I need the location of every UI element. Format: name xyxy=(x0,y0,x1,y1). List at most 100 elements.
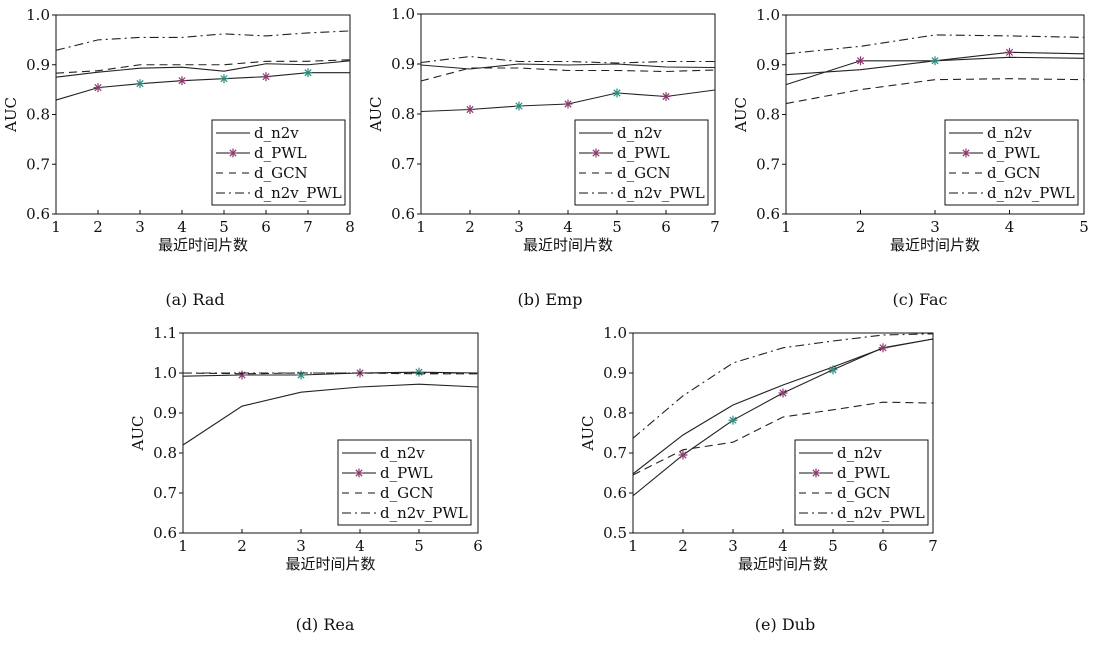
legend-box xyxy=(944,119,1079,206)
star-marker xyxy=(228,148,238,158)
x-tick-label: 5 xyxy=(414,537,424,555)
star-marker xyxy=(828,365,838,375)
star-marker xyxy=(811,468,821,478)
x-tick-label: 1 xyxy=(416,218,426,236)
y-axis-label: AUC xyxy=(579,416,597,452)
y-tick-label: 1.0 xyxy=(153,364,177,382)
y-tick-label: 0.9 xyxy=(603,364,627,382)
legend: d_n2v d_PWL d_GCN d_n2v_PWL xyxy=(574,119,709,206)
x-tick-label: 5 xyxy=(828,537,838,555)
star-marker xyxy=(93,83,103,93)
x-axis-label: 最近时间片数 xyxy=(890,236,980,254)
star-marker xyxy=(778,388,788,398)
x-tick-label: 4 xyxy=(177,218,187,236)
x-tick-label: 7 xyxy=(710,218,720,236)
x-tick-label: 3 xyxy=(930,218,940,236)
x-tick-label: 2 xyxy=(465,218,475,236)
x-tick-label: 1 xyxy=(178,537,188,555)
star-marker xyxy=(303,68,313,78)
subplot-caption: (b) Emp xyxy=(518,290,583,309)
y-tick-label: 0.8 xyxy=(26,106,50,124)
x-tick-label: 7 xyxy=(303,218,313,236)
series-line-d_n2v_PWL xyxy=(785,34,1085,55)
legend: d_n2v d_PWL d_GCN d_n2v_PWL xyxy=(794,439,929,526)
x-tick-label: 4 xyxy=(355,537,365,555)
x-tick-label: 6 xyxy=(661,218,671,236)
subplot-5: 0.5 0.6 0.7 0.8 0.9 1.0 1 2 3 4 5 6 7 最近时间片数 AUC d_n2vd… xyxy=(579,324,938,634)
subplot-caption: (c) Fac xyxy=(892,290,947,309)
y-tick-label: 1.0 xyxy=(391,5,415,23)
y-tick-label: 0.6 xyxy=(26,205,50,223)
legend-label: d_n2v xyxy=(837,444,882,462)
x-tick-label: 3 xyxy=(728,537,738,555)
y-tick-label: 0.7 xyxy=(603,444,627,462)
y-tick-label: 0.6 xyxy=(756,205,780,223)
subplot-3: 0.6 0.7 0.8 0.9 1.0 1 2 3 4 5 最近时间片数 AUC d_n2v d_PWLd… xyxy=(732,6,1089,309)
subplot-2: 0.6 0.7 0.8 0.9 1.0 1 2 3 4 5 6 7 最近时间片数 AUC d_n2v d_PW… xyxy=(367,5,720,309)
legend-label: d_n2v xyxy=(380,444,425,462)
legend-box xyxy=(211,119,346,206)
y-tick-label: 0.9 xyxy=(391,55,415,73)
series-line-d_PWL xyxy=(182,371,479,377)
x-tick-label: 6 xyxy=(261,218,271,236)
star-marker xyxy=(465,105,475,114)
subplot-caption: (e) Dub xyxy=(755,615,815,634)
star-marker xyxy=(296,370,306,380)
x-tick-label: 7 xyxy=(928,537,938,555)
y-axis-label: AUC xyxy=(129,416,147,452)
y-tick-label: 0.9 xyxy=(756,56,780,74)
legend-label: d_GCN xyxy=(617,164,671,182)
subplot-1: 0.6 0.7 0.8 0.9 1.0 1 2 3 4 5 6 7 8 最近时间片数 AUC d_n2v d_P… xyxy=(2,6,355,309)
x-tick-label: 5 xyxy=(612,218,622,236)
legend: d_n2v d_PWL d_GCN d_n2v_PWL xyxy=(337,439,472,526)
legend-label: d_n2v xyxy=(617,124,662,142)
x-axis-label: 最近时间片数 xyxy=(738,555,828,573)
y-tick-label: 0.9 xyxy=(26,56,50,74)
star-marker xyxy=(661,92,671,101)
x-tick-label: 4 xyxy=(778,537,788,555)
legend-label: d_n2v_PWL xyxy=(617,184,705,202)
legend-label: d_PWL xyxy=(380,464,433,482)
series-line-d_n2v_PWL xyxy=(420,55,715,64)
subplot-caption: (d) Rea xyxy=(296,615,355,634)
legend-label: d_GCN xyxy=(380,484,434,502)
star-marker xyxy=(678,450,688,460)
subplot-4: 0.60.70.80.91.01.11 2 3 4 5 6最近时间片数AUCd_n2vd_… xyxy=(129,324,483,634)
y-tick-label: 1.0 xyxy=(756,6,780,24)
series-line-d_n2v xyxy=(182,383,479,446)
star-marker xyxy=(1005,47,1014,57)
subplot-caption: (a) Rad xyxy=(165,290,224,309)
star-marker xyxy=(177,76,187,86)
star-marker xyxy=(237,370,247,380)
series-line-d_GCN xyxy=(55,59,351,74)
series-line-d_n2v xyxy=(55,60,351,78)
star-marker xyxy=(856,56,865,66)
y-tick-label: 1.0 xyxy=(26,6,50,24)
star-marker xyxy=(514,101,524,111)
legend-label: d_GCN xyxy=(254,164,308,182)
legend-label: d_PWL xyxy=(617,144,670,162)
star-marker xyxy=(878,343,888,353)
star-marker xyxy=(612,88,622,98)
legend-label: d_GCN xyxy=(837,484,891,502)
y-tick-label: 0.5 xyxy=(603,524,627,542)
y-axis-label: AUC xyxy=(2,97,20,133)
star-marker xyxy=(135,79,145,89)
star-marker xyxy=(354,468,364,478)
legend: d_n2v d_PWL d_GCN d_n2v_PWL xyxy=(944,119,1079,206)
y-tick-label: 0.9 xyxy=(153,404,177,422)
y-tick-label: 0.6 xyxy=(603,484,627,502)
x-tick-label: 3 xyxy=(135,218,145,236)
y-tick-label: 0.8 xyxy=(603,404,627,422)
legend-label: d_n2v_PWL xyxy=(254,184,342,202)
y-tick-label: 0.6 xyxy=(391,205,415,223)
star-marker xyxy=(414,367,424,377)
star-marker xyxy=(591,148,601,158)
x-tick-label: 3 xyxy=(514,218,524,236)
star-marker xyxy=(219,74,229,84)
legend-label: d_PWL xyxy=(837,464,890,482)
x-tick-label: 2 xyxy=(93,218,103,236)
y-tick-label: 0.8 xyxy=(153,444,177,462)
legend-label: d_PWL xyxy=(254,144,307,162)
series-line-d_GCN xyxy=(785,78,1085,105)
